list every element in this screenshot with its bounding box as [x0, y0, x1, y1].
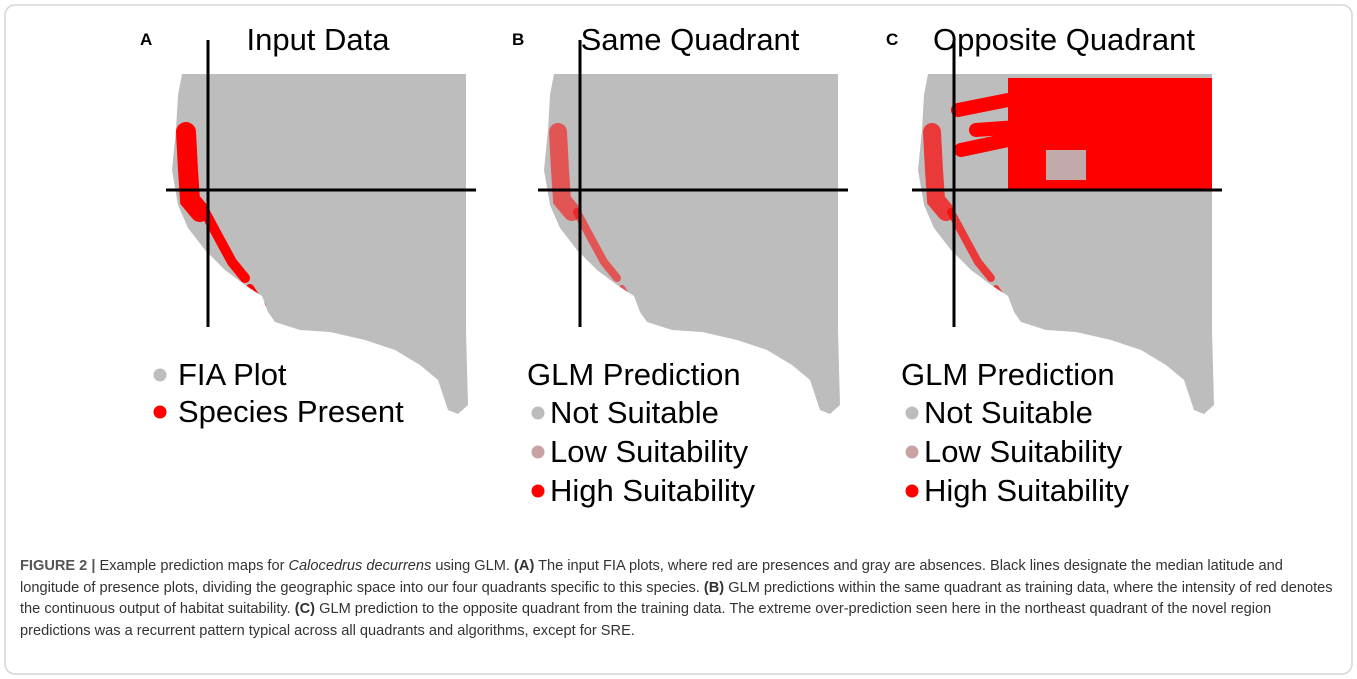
frame	[4, 4, 1353, 675]
legend-dot	[153, 405, 167, 419]
legend-dot	[531, 484, 545, 498]
legend-dot	[905, 406, 919, 420]
caption-text: GLM predictions within the same quadrant…	[20, 579, 1333, 618]
caption-label: FIGURE 2 |	[20, 558, 96, 574]
legend-dot	[905, 484, 919, 498]
caption-text: Example prediction maps for	[99, 558, 285, 574]
legend-dot	[531, 406, 545, 420]
caption-text: GLM prediction to the opposite quadrant …	[20, 601, 1272, 639]
legend-label: Low Suitability	[550, 434, 749, 469]
legend-label: Not Suitable	[550, 395, 719, 430]
map-land	[544, 74, 840, 414]
legend-dot	[531, 445, 545, 459]
legend-label: High Suitability	[550, 473, 756, 508]
presence-band	[200, 207, 250, 283]
prediction-layer	[923, 78, 1214, 309]
legend-title: GLM Prediction	[901, 357, 1115, 392]
legend-title: GLM Prediction	[527, 357, 741, 392]
overprediction	[951, 93, 1053, 157]
gap	[1046, 150, 1086, 180]
legend-dot	[905, 445, 919, 459]
caption: FIGURE 2 | Example prediction maps for C…	[20, 556, 1340, 642]
presence-band	[573, 208, 621, 282]
presence-band	[923, 123, 955, 221]
caption-species: Calocedrus decurrens	[288, 558, 432, 574]
presence-band	[549, 123, 581, 221]
caption-text: The input FIA plots, where red are prese…	[20, 558, 1283, 596]
overprediction	[1008, 78, 1214, 190]
panel-letter: C	[886, 30, 898, 49]
panel-letter: B	[512, 30, 524, 49]
panel-title: Opposite Quadrant	[933, 22, 1195, 57]
legend-label: Species Present	[178, 394, 404, 429]
caption-ref: (B)	[703, 579, 725, 596]
legend-dot	[153, 368, 167, 382]
panel-title: Input Data	[246, 22, 390, 57]
legend-label: FIA Plot	[178, 357, 287, 392]
panel-letter: A	[140, 30, 152, 49]
legend-label: Low Suitability	[924, 434, 1123, 469]
map-land	[172, 74, 468, 414]
presence-band	[947, 208, 995, 282]
caption-ref: (C)	[294, 601, 316, 617]
legend-label: Not Suitable	[924, 395, 1093, 430]
caption-ref: (A)	[514, 558, 535, 574]
presence-band	[176, 122, 210, 222]
legend-label: High Suitability	[924, 473, 1130, 508]
caption-text: using GLM.	[435, 558, 510, 574]
panel-title: Same Quadrant	[581, 22, 800, 57]
